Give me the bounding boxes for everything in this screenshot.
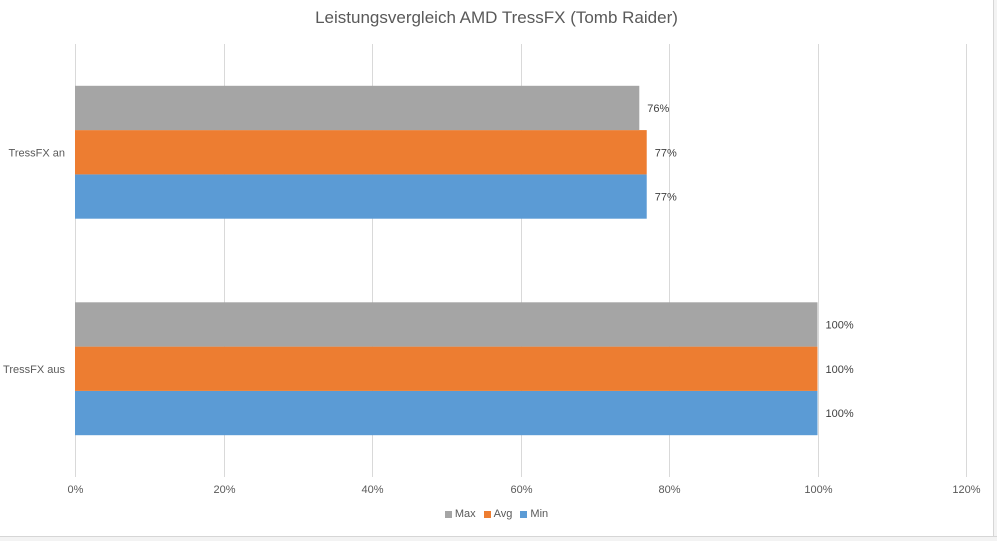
x-tick-label: 0% (68, 484, 84, 496)
legend: Max Avg Min (0, 508, 993, 520)
data-label: 76% (647, 103, 669, 115)
data-label: 77% (655, 192, 677, 204)
bar (75, 85, 640, 131)
category-label: TressFX aus (3, 364, 65, 376)
bar (75, 346, 818, 391)
legend-item: Avg (483, 508, 513, 520)
bar (75, 174, 647, 219)
x-tick-label: 120% (952, 484, 980, 496)
data-label: 100% (826, 364, 854, 376)
bar (75, 302, 818, 347)
legend-label: Avg (493, 508, 513, 520)
x-tick-label: 100% (804, 484, 832, 496)
data-label: 100% (826, 408, 854, 420)
sheet-edge-right (993, 0, 997, 541)
legend-swatch (520, 510, 528, 518)
legend-item: Max (444, 508, 476, 520)
bar (75, 130, 647, 175)
x-tick-label: 60% (510, 484, 532, 496)
chart-title: Leistungsvergleich AMD TressFX (Tomb Rai… (315, 8, 678, 27)
legend-swatch (444, 510, 452, 518)
sheet-edge-bottom (0, 536, 997, 541)
x-tick-label: 20% (213, 484, 235, 496)
x-tick-label: 80% (658, 484, 680, 496)
x-tick-label: 40% (361, 484, 383, 496)
legend-label: Max (454, 508, 476, 520)
legend-swatch (483, 510, 491, 518)
category-label: TressFX an (9, 147, 65, 159)
legend-label: Min (530, 508, 549, 520)
data-label: 77% (655, 147, 677, 159)
data-label: 100% (826, 319, 854, 331)
bar (75, 390, 818, 436)
legend-item: Min (520, 508, 548, 520)
